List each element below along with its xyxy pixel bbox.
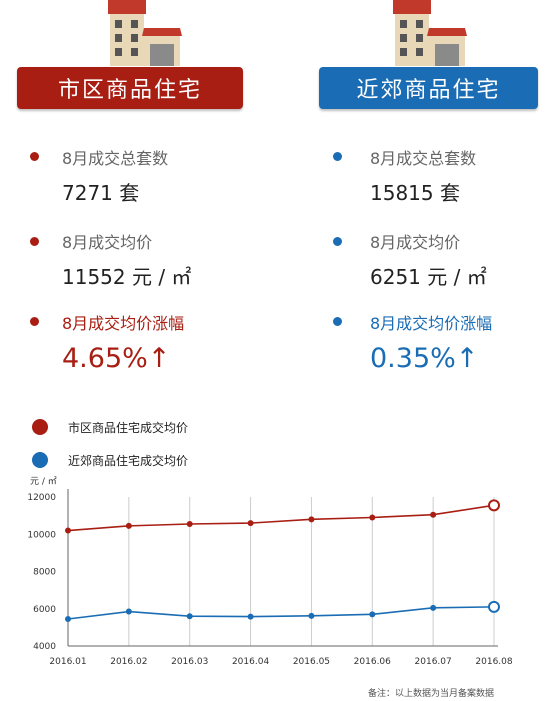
left-stat-label-units: 8月成交总套数 bbox=[62, 149, 169, 168]
data-point bbox=[186, 521, 193, 528]
series-line-0 bbox=[67, 504, 495, 532]
legend-label-urban: 市区商品住宅成交均价 bbox=[68, 421, 189, 435]
right-stat-label-price: 8月成交均价 bbox=[370, 233, 461, 252]
y-tick-label: 12000 bbox=[27, 493, 56, 503]
data-point bbox=[186, 613, 193, 620]
right-change-value: 0.35%↑ bbox=[370, 343, 479, 374]
right-change-label: 8月成交均价涨幅 bbox=[370, 314, 493, 333]
data-point bbox=[308, 612, 315, 619]
data-point bbox=[488, 499, 500, 512]
x-tick-label: 2016.06 bbox=[354, 657, 391, 667]
right-title-banner: 近郊商品住宅 bbox=[319, 67, 538, 109]
series-line-1 bbox=[67, 606, 495, 620]
right-stat-value-price: 6251 元 / ㎡ bbox=[370, 265, 487, 289]
data-point bbox=[125, 522, 132, 529]
x-tick-label: 2016.05 bbox=[293, 657, 330, 667]
data-point bbox=[65, 527, 71, 534]
left-change-label: 8月成交均价涨幅 bbox=[62, 314, 185, 333]
x-tick-label: 2016.01 bbox=[49, 657, 86, 667]
legend-marker-urban bbox=[32, 419, 48, 435]
y-axis-label: 元 / ㎡ bbox=[30, 476, 57, 487]
y-tick-label: 4000 bbox=[33, 642, 56, 652]
data-point bbox=[430, 604, 437, 611]
data-point bbox=[65, 615, 71, 622]
left-stat-value-units: 7271 套 bbox=[62, 181, 140, 205]
legend-marker-suburban bbox=[32, 452, 48, 468]
y-tick-label: 8000 bbox=[33, 568, 56, 578]
right-stat-label-units: 8月成交总套数 bbox=[370, 149, 477, 168]
data-point bbox=[369, 611, 376, 618]
x-tick-label: 2016.07 bbox=[415, 657, 452, 667]
x-tick-label: 2016.04 bbox=[232, 657, 269, 667]
y-tick-label: 6000 bbox=[33, 605, 56, 615]
left-stat-label-price: 8月成交均价 bbox=[62, 233, 153, 252]
data-point bbox=[247, 520, 254, 527]
line-chart: 元 / ㎡ 4000 6000 8000 10000 12000 2016.01 2016.0… bbox=[27, 476, 513, 667]
bullet-icon bbox=[30, 317, 39, 326]
bullet-icon bbox=[333, 237, 342, 246]
left-title-banner: 市区商品住宅 bbox=[17, 67, 243, 109]
data-point bbox=[369, 514, 376, 521]
x-tick-label: 2016.03 bbox=[171, 657, 208, 667]
legend-label-suburban: 近郊商品住宅成交均价 bbox=[68, 454, 189, 468]
house-icon-left bbox=[108, 0, 182, 66]
left-change-value: 4.65%↑ bbox=[62, 343, 171, 374]
y-tick-label: 10000 bbox=[27, 530, 56, 540]
house-icon-right bbox=[393, 0, 467, 66]
left-stat-value-price: 11552 元 / ㎡ bbox=[62, 265, 192, 289]
data-point bbox=[488, 600, 500, 613]
data-point bbox=[430, 511, 437, 518]
footnote: 备注：以上数据为当月备案数据 bbox=[368, 689, 495, 699]
bullet-icon bbox=[333, 317, 342, 326]
right-stat-value-units: 15815 套 bbox=[370, 181, 460, 205]
bullet-icon bbox=[333, 152, 342, 161]
data-point bbox=[247, 613, 254, 620]
bullet-icon bbox=[30, 152, 39, 161]
data-point bbox=[125, 608, 132, 615]
x-tick-label: 2016.02 bbox=[110, 657, 147, 667]
bullet-icon bbox=[30, 237, 39, 246]
x-tick-label: 2016.08 bbox=[475, 657, 512, 667]
data-point bbox=[308, 516, 315, 523]
